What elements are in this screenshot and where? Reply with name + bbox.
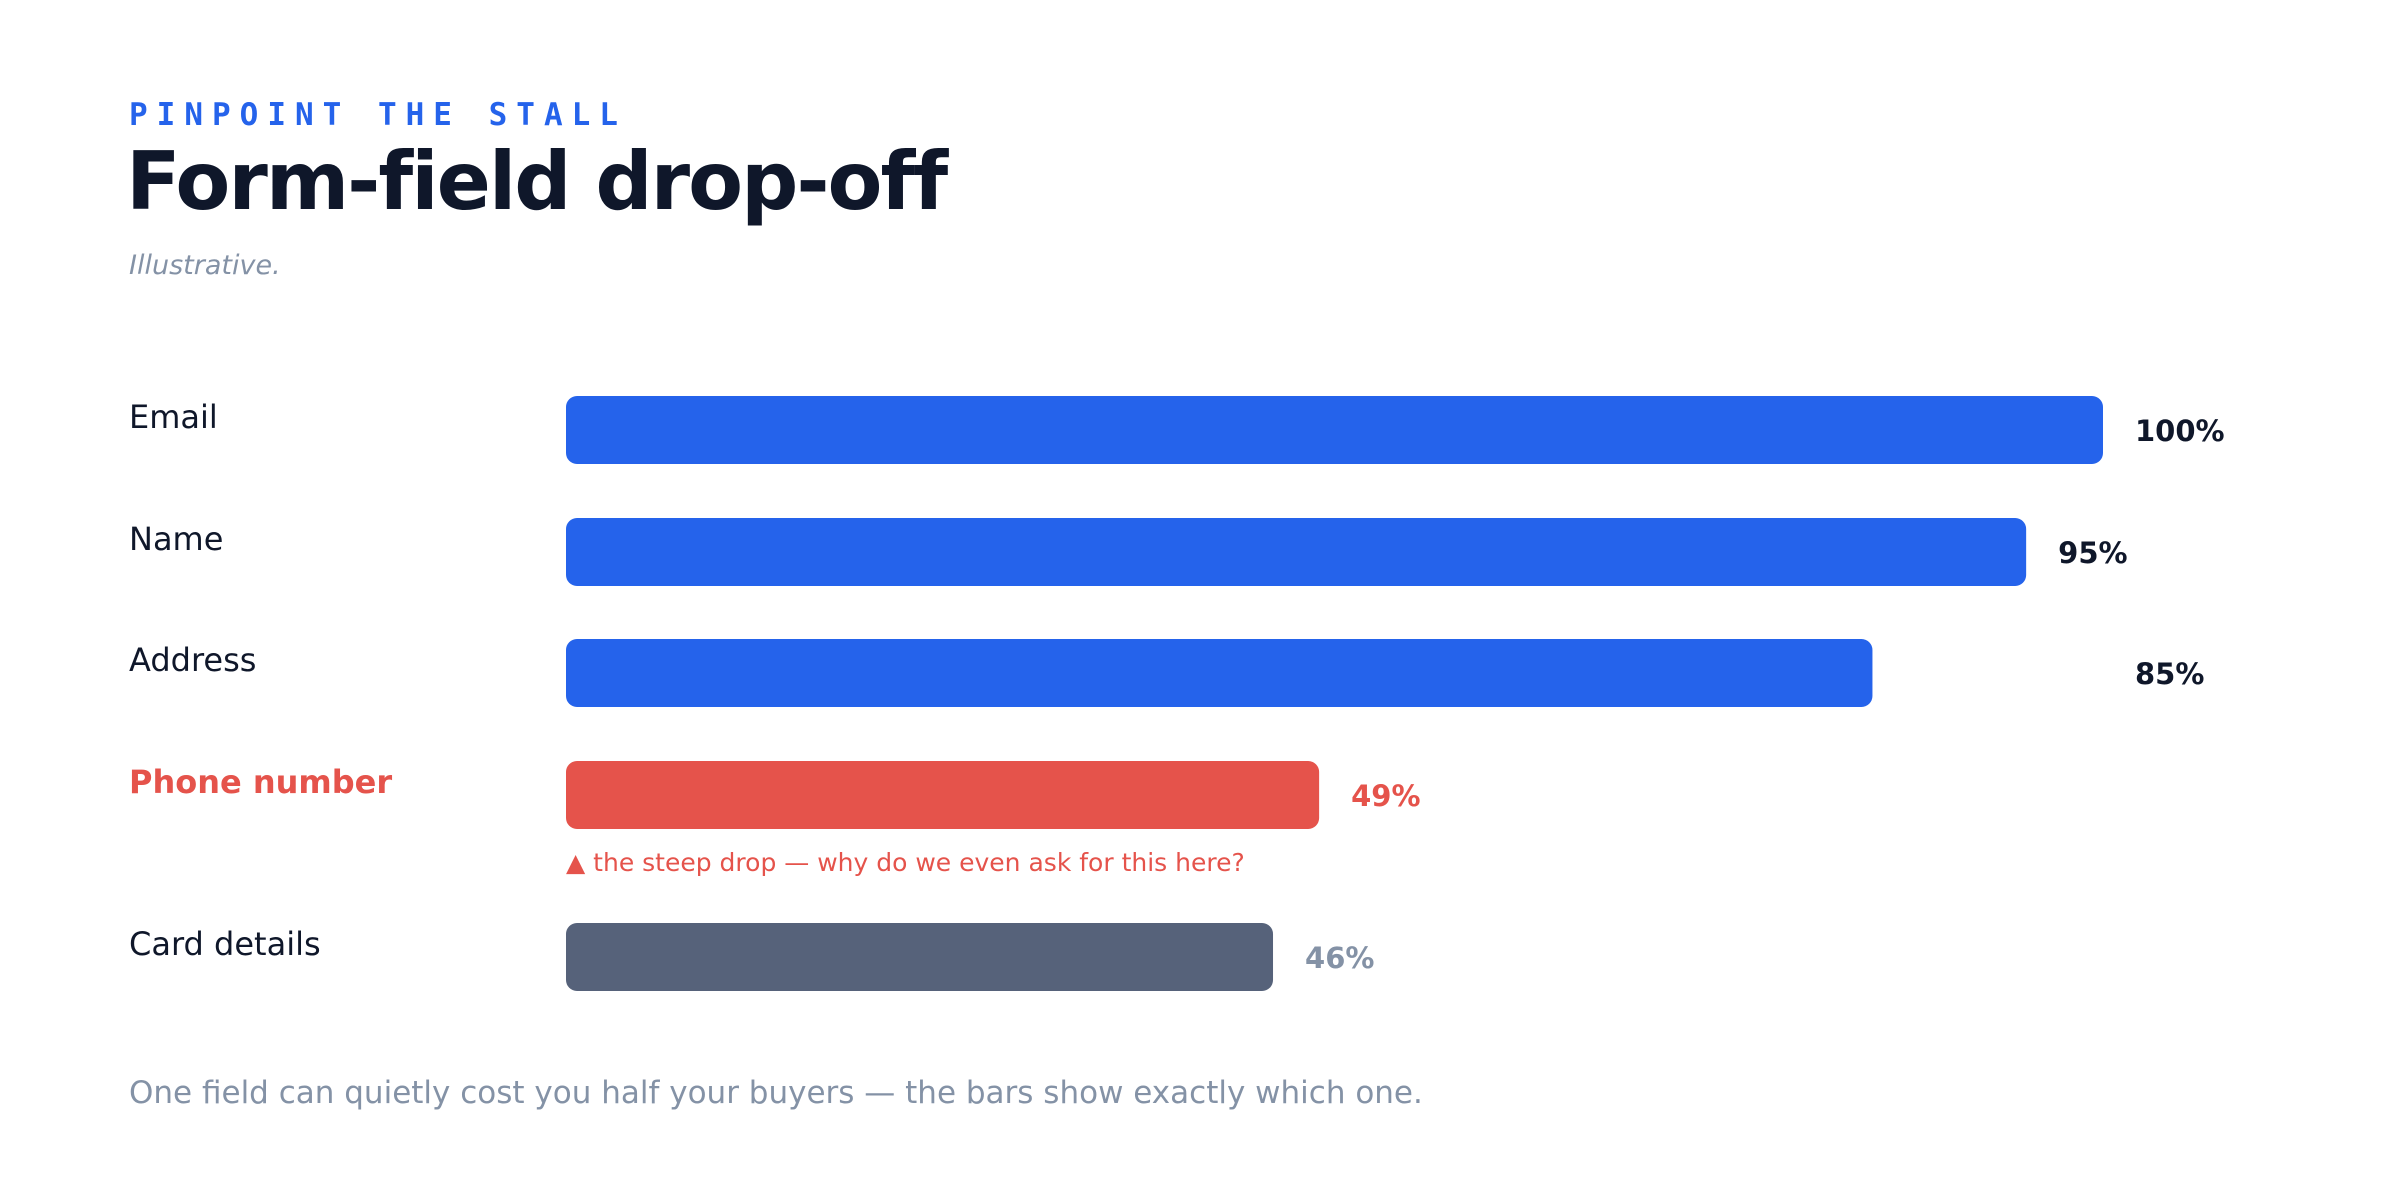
chart-title: Form-field drop-off — [126, 135, 948, 228]
chart-caption: One field can quietly cost you half your… — [129, 1075, 1423, 1111]
value-label-address: 85% — [2135, 657, 2204, 691]
value-label-email: 100% — [2135, 414, 2225, 448]
category-label-name: Name — [129, 520, 223, 558]
value-label-name: 95% — [2058, 536, 2127, 570]
highlight-annotation: ▲ the steep drop — why do we even ask fo… — [566, 848, 1245, 877]
bar-phone-number — [566, 761, 1320, 829]
value-label-phone-number: 49% — [1351, 779, 1420, 813]
category-label-card-details: Card details — [129, 925, 321, 963]
chart-subtitle: Illustrative. — [129, 250, 281, 281]
bar-address — [566, 639, 1873, 707]
category-label-address: Address — [129, 641, 256, 679]
chart-eyebrow: PINPOINT THE STALL — [129, 97, 627, 133]
bar-card-details — [566, 923, 1274, 991]
category-label-phone-number: Phone number — [129, 763, 392, 801]
bar-email — [566, 396, 2103, 464]
category-label-email: Email — [129, 398, 218, 436]
value-label-card-details: 46% — [1305, 941, 1374, 975]
bar-name — [566, 518, 2027, 586]
